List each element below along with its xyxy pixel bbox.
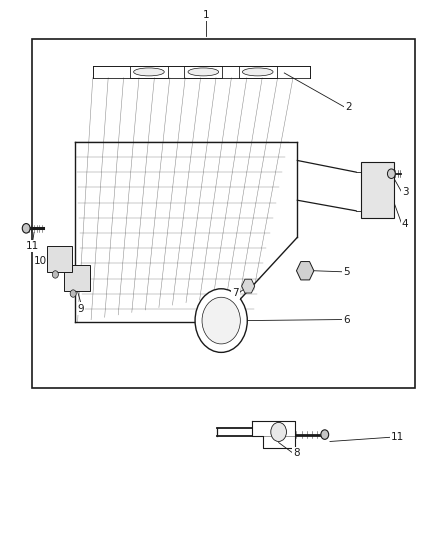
Text: 3: 3 [402,187,408,197]
Text: 5: 5 [343,267,350,277]
Text: 2: 2 [345,102,352,112]
Text: 1: 1 [203,10,209,20]
Circle shape [271,422,286,441]
Text: 8: 8 [293,448,300,458]
Text: 6: 6 [343,314,350,325]
Text: 10: 10 [34,256,47,266]
Text: 4: 4 [402,219,408,229]
Text: 9: 9 [78,304,85,313]
Text: 7: 7 [232,288,239,298]
Text: 11: 11 [391,432,404,442]
FancyBboxPatch shape [47,246,72,272]
Circle shape [22,223,30,233]
Ellipse shape [134,68,164,76]
Circle shape [70,290,76,297]
Circle shape [321,430,328,439]
FancyBboxPatch shape [64,265,90,292]
Circle shape [388,169,395,179]
Ellipse shape [242,68,273,76]
Bar [32,38,415,389]
Circle shape [202,297,240,344]
Text: 11: 11 [26,241,39,251]
Circle shape [52,271,58,278]
Circle shape [195,289,247,352]
FancyBboxPatch shape [361,162,394,218]
Ellipse shape [188,68,219,76]
